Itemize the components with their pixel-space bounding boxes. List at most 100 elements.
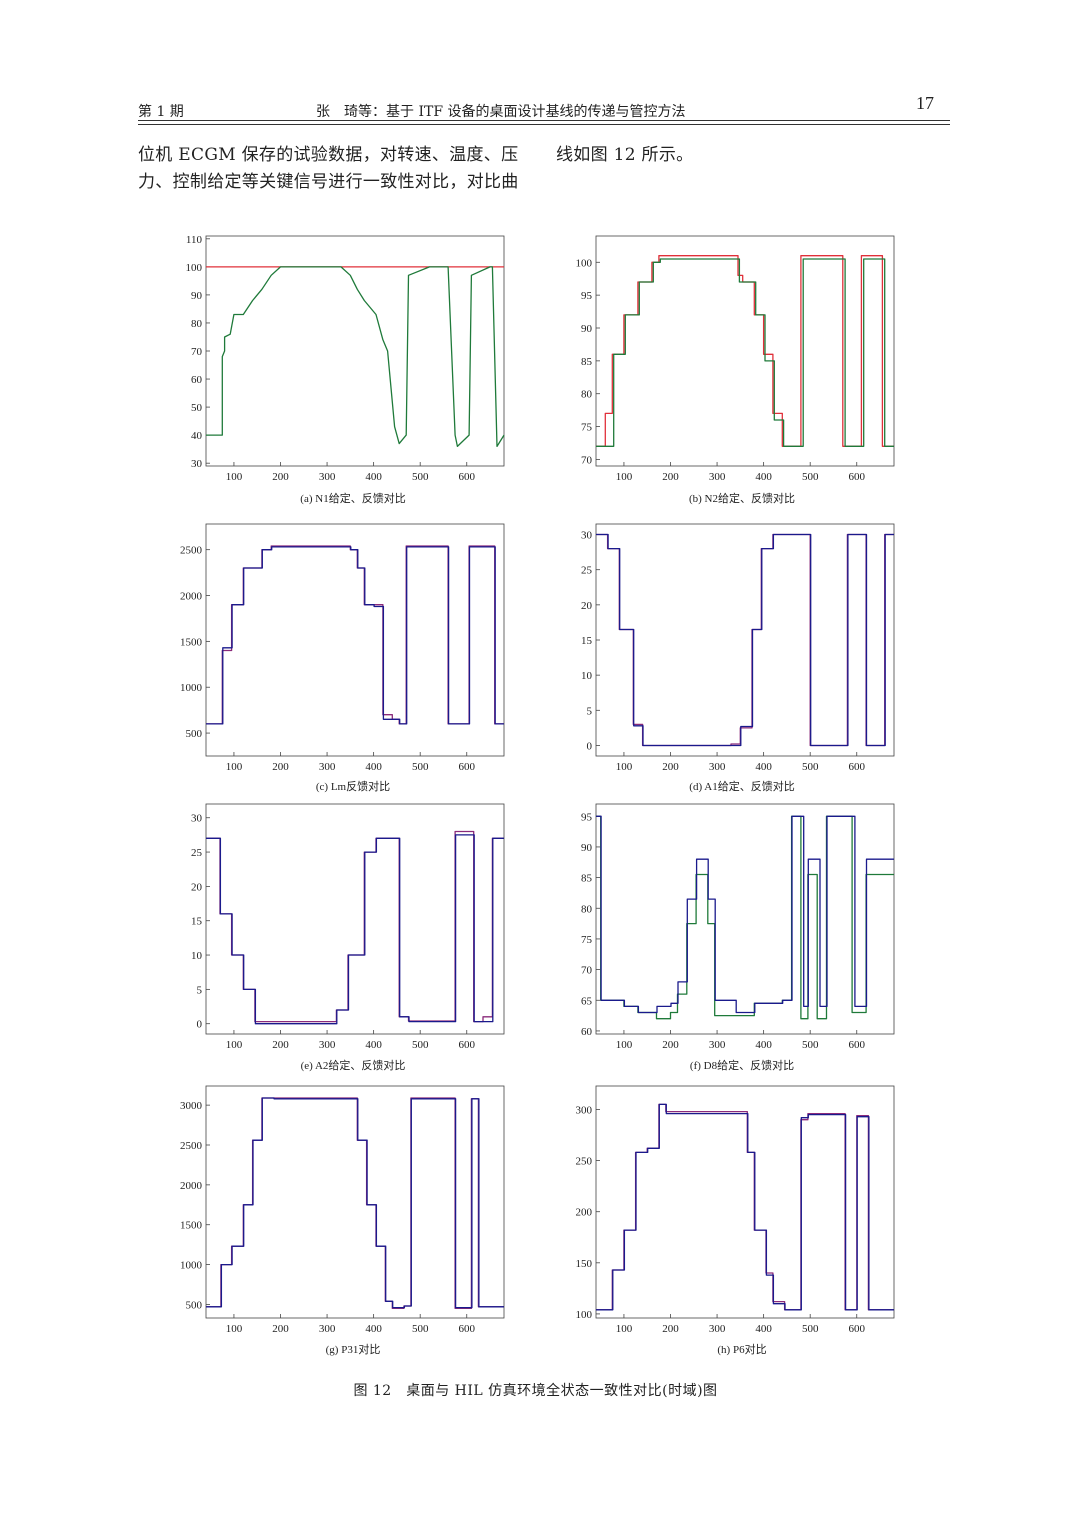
- x-tick-label: 200: [662, 1323, 679, 1335]
- y-tick-label: 100: [576, 1309, 593, 1321]
- y-tick-label: 110: [186, 234, 203, 246]
- y-tick-label: 20: [191, 881, 203, 893]
- header-rule-thin: [138, 124, 950, 125]
- chart-panel-g: 100 200 300 400 500 600 500 1000 1500 2000 2500 300…: [170, 1078, 510, 1340]
- x-tick-label: 100: [226, 761, 243, 773]
- series-line-2: [206, 1097, 504, 1309]
- header-rule-thick: [138, 120, 950, 121]
- y-tick-label: 60: [581, 1026, 593, 1038]
- y-tick-label: 2500: [180, 1140, 203, 1152]
- x-tick-label: 500: [412, 761, 429, 773]
- x-tick-label: 300: [319, 1039, 336, 1051]
- series-line-1: [206, 830, 504, 1023]
- x-tick-label: 300: [319, 1323, 336, 1335]
- y-tick-label: 80: [581, 389, 593, 401]
- chart-panel-f: 100 200 300 400 500 600 60 65 70 75 80 85 90 95: [560, 796, 900, 1056]
- x-tick-label: 100: [616, 471, 633, 483]
- issue-label: 第 1 期: [138, 104, 184, 120]
- x-tick-label: 200: [272, 1039, 289, 1051]
- y-tick-label: 25: [581, 565, 593, 577]
- series-line-2: [596, 815, 894, 1014]
- x-tick-label: 300: [319, 471, 336, 483]
- series-line-1: [596, 1103, 894, 1311]
- series-line-1: [206, 1097, 504, 1310]
- x-tick-label: 400: [365, 1039, 382, 1051]
- x-tick-label: 500: [802, 1039, 819, 1051]
- x-tick-label: 500: [802, 471, 819, 483]
- y-tick-label: 90: [581, 842, 593, 854]
- series-line-1: [206, 545, 504, 725]
- y-tick-label: 75: [581, 934, 593, 946]
- plot-frame: [205, 1085, 505, 1319]
- chart-panel-e: 100 200 300 400 500 600 0 5 10 15 20 25 30: [170, 796, 510, 1056]
- y-tick-label: 1000: [180, 1260, 203, 1272]
- chart-caption-f: (f) D8给定、反馈对比: [689, 1060, 795, 1072]
- x-tick-label: 300: [319, 761, 336, 773]
- series-line-2: [206, 546, 504, 725]
- plot-frame: [205, 803, 505, 1035]
- y-tick-label: 15: [581, 635, 593, 647]
- y-tick-label: 150: [576, 1258, 593, 1270]
- chart-c-svg: 100 200 300 400 500 600 500 1000 1500 2000 2500: [180, 523, 505, 773]
- x-tick-label: 200: [272, 761, 289, 773]
- series-line-2: [206, 834, 504, 1025]
- x-tick-label: 400: [755, 471, 772, 483]
- x-tick-label: 300: [709, 761, 726, 773]
- y-tick-label: 70: [581, 965, 593, 977]
- chart-panel-d: 100 200 300 400 500 600 0 5 10 15 20 25 30: [560, 516, 900, 778]
- chart-panel-a: 100 200 300 400 500 600 30 40 50 60 70 80 90 100 110: [170, 228, 510, 488]
- chart-b-svg: 100 200 300 400 500 600 70 75 80 85 90 95 100: [576, 235, 895, 483]
- y-tick-label: 65: [581, 995, 593, 1007]
- x-tick-label: 500: [412, 1323, 429, 1335]
- y-tick-label: 200: [576, 1207, 593, 1219]
- running-title: 张 琦等：基于 ITF 设备的桌面设计基线的传递与管控方法: [316, 104, 686, 120]
- body-line: 线如图 12 所示。: [556, 145, 694, 165]
- x-tick-label: 400: [755, 1323, 772, 1335]
- x-tick-label: 200: [272, 471, 289, 483]
- x-tick-label: 600: [459, 1039, 476, 1051]
- series-line-1: [596, 815, 894, 1020]
- chart-caption-h: (h) P6对比: [717, 1344, 767, 1356]
- body-text-left: 位机 ECGM 保存的试验数据，对转速、温度、压 力、控制给定等关键信号进行一致…: [138, 142, 528, 196]
- x-tick-label: 600: [849, 1039, 866, 1051]
- y-tick-label: 5: [197, 984, 203, 996]
- y-tick-label: 30: [581, 530, 593, 542]
- y-tick-label: 40: [191, 430, 203, 442]
- x-tick-label: 500: [802, 1323, 819, 1335]
- y-tick-label: 85: [581, 356, 593, 368]
- x-tick-label: 300: [709, 471, 726, 483]
- y-tick-label: 85: [581, 873, 593, 885]
- y-tick-label: 1500: [180, 636, 203, 648]
- y-tick-label: 25: [191, 847, 203, 859]
- chart-a-svg: 100 200 300 400 500 600 30 40 50 60 70 80 90 100 110: [186, 234, 505, 483]
- chart-h-svg: 100 200 300 400 500 600 100 150 200 250 300: [576, 1085, 895, 1335]
- y-tick-label: 0: [587, 740, 593, 752]
- y-tick-label: 90: [191, 290, 203, 302]
- plot-frame: [205, 523, 505, 757]
- y-tick-label: 70: [191, 346, 203, 358]
- chart-panel-c: 100 200 300 400 500 600 500 1000 1500 2000 2500: [170, 516, 510, 778]
- chart-e-svg: 100 200 300 400 500 600 0 5 10 15 20 25 30: [191, 803, 505, 1051]
- y-tick-label: 0: [197, 1019, 203, 1031]
- y-tick-label: 2500: [180, 545, 203, 557]
- y-tick-label: 2000: [180, 1180, 203, 1192]
- y-tick-label: 50: [191, 402, 203, 414]
- chart-caption-g: (g) P31对比: [325, 1344, 381, 1356]
- y-tick-label: 100: [186, 262, 203, 274]
- chart-panel-b: 100 200 300 400 500 600 70 75 80 85 90 95 100: [560, 228, 900, 488]
- x-tick-label: 600: [459, 471, 476, 483]
- y-tick-label: 1000: [180, 682, 203, 694]
- x-tick-label: 400: [755, 761, 772, 773]
- x-tick-label: 600: [849, 471, 866, 483]
- x-tick-label: 300: [709, 1039, 726, 1051]
- x-tick-label: 100: [226, 1039, 243, 1051]
- x-tick-label: 100: [616, 1039, 633, 1051]
- y-tick-label: 20: [581, 600, 593, 612]
- chart-f-svg: 100 200 300 400 500 600 60 65 70 75 80 85 90 95: [581, 803, 895, 1051]
- plot-frame: [595, 803, 895, 1035]
- x-tick-label: 500: [412, 1039, 429, 1051]
- x-tick-label: 300: [709, 1323, 726, 1335]
- series-line-2: [596, 1103, 894, 1311]
- y-tick-label: 80: [191, 318, 203, 330]
- y-tick-label: 95: [581, 290, 593, 302]
